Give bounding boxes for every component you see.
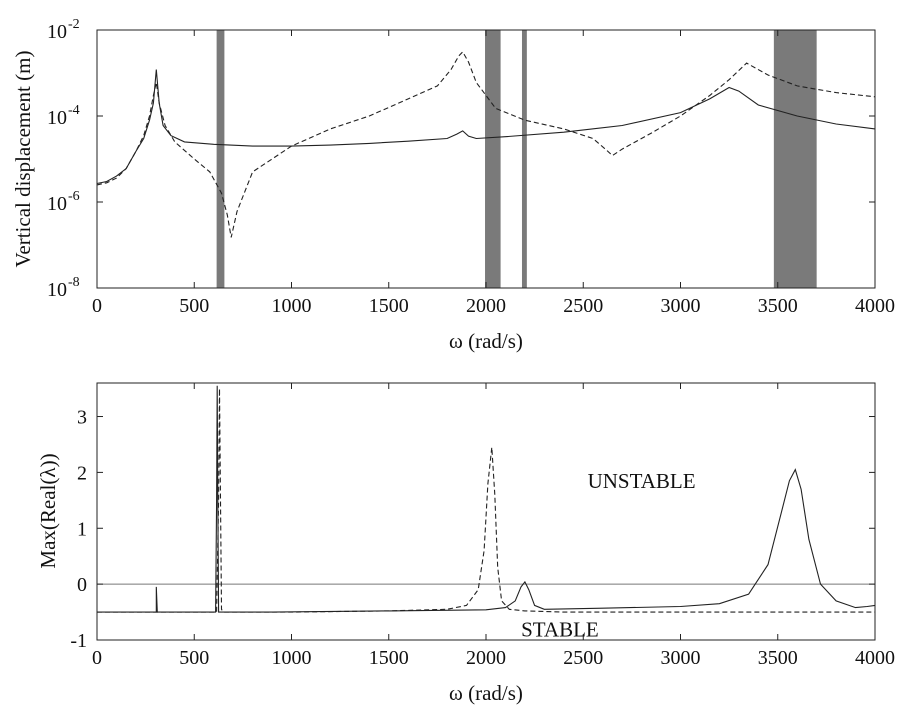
x-tick-label: 1500 (369, 295, 409, 317)
x-tick-label: 1000 (272, 295, 312, 317)
x-tick-label: 3000 (661, 647, 701, 669)
y-tick-label: 10 (47, 107, 67, 129)
unstable-band (216, 30, 225, 288)
displacement-chart: 0 500 1000 1500 2000 2500 3000 3500 4000 10 -810-… (11, 17, 895, 353)
x-axis-label: ω (rad/s) (449, 329, 523, 353)
y-axis-ticks: -1 0 1 2 3 (70, 407, 875, 652)
y-tick-label: 10 (47, 279, 67, 301)
x-tick-label: 2500 (563, 647, 603, 669)
eigenvalue-series (97, 385, 876, 613)
x-tick-label: 500 (179, 647, 209, 669)
y-tick-label: 0 (77, 574, 87, 596)
displacement-series (96, 50, 876, 238)
y-tick-label: 3 (77, 407, 87, 429)
y-tick-label: 10 (47, 193, 67, 215)
x-tick-label: 3000 (661, 295, 701, 317)
unstable-band (485, 30, 501, 288)
x-tick-label: 0 (92, 647, 102, 669)
unstable-band (521, 30, 527, 288)
x-tick-label: 3500 (758, 295, 798, 317)
x-tick-label: 2000 (466, 295, 506, 317)
eigenvalue-chart: 0 500 1000 1500 2000 2500 3000 3500 4000 -10123 … (36, 382, 895, 705)
y-tick-label: 2 (77, 462, 87, 484)
x-axis-label: ω (rad/s) (449, 681, 523, 705)
x-tick-label: 1000 (272, 647, 312, 669)
x-tick-label: 0 (92, 295, 102, 317)
y-tick-label: -1 (70, 630, 87, 652)
solid-series-line (97, 385, 876, 613)
unstable-bands (216, 30, 817, 288)
x-tick-label: 4000 (855, 647, 895, 669)
unstable-band (773, 30, 817, 288)
y-tick-exponent: -2 (68, 17, 80, 32)
x-tick-label: 2000 (466, 647, 506, 669)
dashed-series-line (97, 388, 875, 613)
x-axis-ticks: 0 500 1000 1500 2000 2500 3000 3500 4000 (92, 383, 895, 669)
x-tick-label: 4000 (855, 295, 895, 317)
x-tick-label: 3500 (758, 647, 798, 669)
y-tick-exponent: -6 (68, 189, 80, 204)
x-axis-ticks: 0 500 1000 1500 2000 2500 3000 3500 4000 (92, 30, 895, 317)
x-tick-label: 1500 (369, 647, 409, 669)
y-tick-label: 10 (47, 21, 67, 43)
y-tick-label: 1 (77, 518, 87, 540)
x-tick-label: 500 (179, 295, 209, 317)
y-axis-label: Max(Real(λ)) (36, 453, 60, 568)
y-axis-ticks: 10-810-610-410-2 (47, 17, 875, 301)
stable-annotation: STABLE (521, 617, 599, 641)
y-axis-label: Vertical displacement (m) (11, 51, 35, 268)
unstable-annotation: UNSTABLE (588, 469, 696, 493)
solid-series-line (96, 69, 876, 185)
x-tick-label: 2500 (563, 295, 603, 317)
dashed-series-line (96, 50, 876, 238)
y-tick-exponent: -8 (68, 275, 80, 290)
y-tick-exponent: -4 (68, 103, 80, 118)
